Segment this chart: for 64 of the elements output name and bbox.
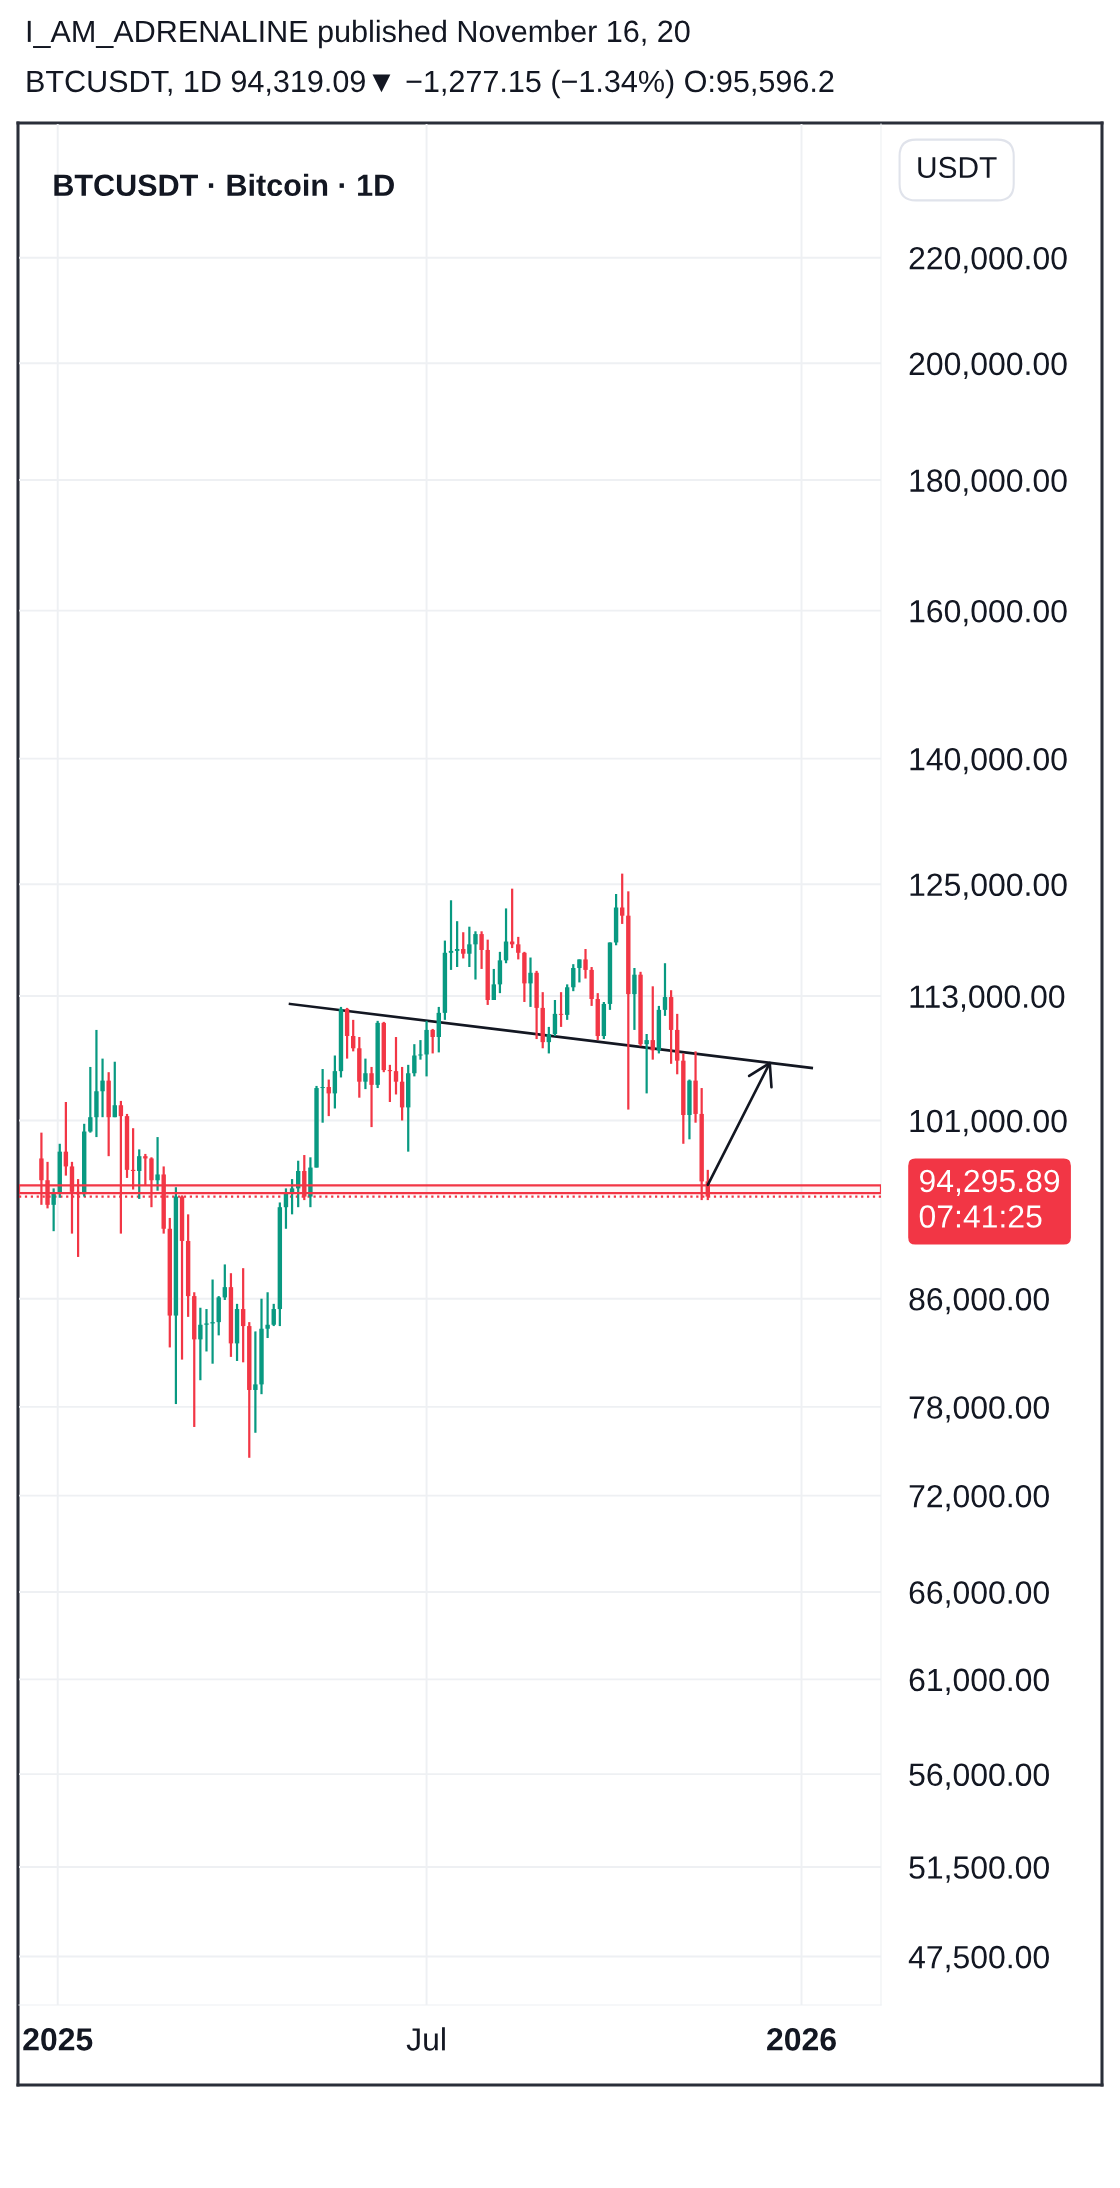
candlestick <box>112 1060 117 1119</box>
candlestick <box>283 1187 289 1230</box>
candlestick <box>479 930 484 971</box>
candlestick <box>412 1043 417 1078</box>
candlestick <box>644 1032 649 1095</box>
ref-line-label: 94,295.89 07:41:25 <box>919 1169 1060 1228</box>
y-tick-label: 160,000.00 <box>910 599 1067 627</box>
candlestick <box>253 1330 258 1434</box>
candlestick <box>558 991 564 1029</box>
candlestick <box>577 958 582 984</box>
candlestick <box>552 998 558 1038</box>
candlestick <box>418 1038 423 1061</box>
candlestick <box>100 1057 105 1119</box>
candlestick <box>289 1177 295 1216</box>
candlestick <box>491 967 497 1002</box>
y-tick-label: 140,000.00 <box>910 747 1067 775</box>
y-tick-label: 78,000.00 <box>909 1396 1049 1423</box>
text: I_AM_ADRENALINE published November 16, 20 <box>27 19 690 49</box>
candlestick <box>332 1054 338 1110</box>
text: BTCUSDT, 1D 94,319.09▼ −1,277.15 (−1.34%) O:95,596.2 <box>27 69 834 99</box>
y-tick-label: 200,000.00 <box>909 352 1067 379</box>
y-tick-label: 56,000.00 <box>909 1763 1049 1790</box>
candlestick <box>240 1267 246 1364</box>
candlestick <box>662 962 668 1017</box>
candlestick <box>497 950 503 995</box>
candlestick <box>583 947 588 980</box>
candlestick <box>632 966 637 1032</box>
y-axis-title: USDT <box>918 156 997 179</box>
candlestick <box>204 1307 209 1353</box>
candlestick <box>271 1302 276 1328</box>
candlestick <box>137 1148 142 1201</box>
candlestick <box>51 1187 56 1233</box>
candlestick <box>430 1027 435 1055</box>
candlestick <box>369 1065 374 1129</box>
y-tick-label: 113,000.00 <box>910 985 1065 1012</box>
y-tick-label: 220,000.00 <box>909 246 1067 274</box>
y-tick-label: 51,500.00 <box>909 1856 1049 1883</box>
y-tick-label: 180,000.00 <box>910 469 1067 496</box>
y-tick-label: 86,000.00 <box>909 1287 1049 1315</box>
candlestick <box>198 1306 203 1382</box>
text: BTCUSDT · Bitcoin · 1D <box>54 173 394 197</box>
candlestick <box>363 1057 368 1091</box>
y-tick-label: 125,000.00 <box>910 873 1067 900</box>
y-tick-label: 66,000.00 <box>909 1581 1049 1608</box>
y-tick-label: 61,000.00 <box>909 1668 1049 1696</box>
candlestick <box>320 1067 325 1124</box>
candlestick <box>528 956 533 1009</box>
y-tick-label: 47,500.00 <box>908 1945 1049 1973</box>
candlestick <box>461 931 466 960</box>
x-tick-label: 2026 <box>767 2028 836 2051</box>
candlestick <box>88 1065 93 1134</box>
y-tick-label: 72,000.00 <box>909 1484 1049 1512</box>
candlestick <box>265 1291 270 1340</box>
candlestick <box>454 920 460 969</box>
candlestick <box>473 930 478 981</box>
candlestick <box>448 899 454 972</box>
y-tick-label: 101,000.00 <box>910 1109 1067 1137</box>
candlestick <box>516 935 521 961</box>
candlestick <box>393 1035 399 1096</box>
candlestick <box>155 1135 160 1192</box>
x-tick-label: 2025 <box>23 2028 93 2051</box>
candlestick <box>467 925 472 969</box>
x-tick-label: Jul <box>406 2027 445 2051</box>
candlestick <box>143 1152 148 1188</box>
